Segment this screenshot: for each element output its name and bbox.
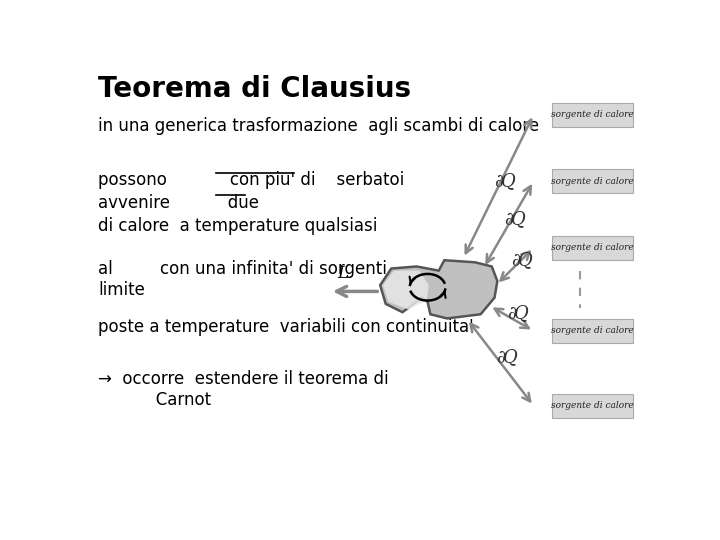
Text: Teorema di Clausius: Teorema di Clausius — [99, 75, 412, 103]
Polygon shape — [380, 260, 498, 319]
Text: sorgente di calore: sorgente di calore — [551, 110, 634, 119]
FancyBboxPatch shape — [552, 235, 633, 260]
FancyBboxPatch shape — [552, 103, 633, 127]
Text: sorgente di calore: sorgente di calore — [551, 401, 634, 410]
Text: al         con una infinita' di sorgenti: al con una infinita' di sorgenti — [99, 260, 387, 278]
Text: possono            con piu' di    serbatoi: possono con piu' di serbatoi — [99, 171, 405, 189]
Text: $\partial\!Q$: $\partial\!Q$ — [510, 251, 534, 272]
Text: $\partial\!Q$: $\partial\!Q$ — [507, 303, 530, 324]
FancyBboxPatch shape — [552, 319, 633, 343]
Text: L: L — [337, 265, 348, 282]
Text: sorgente di calore: sorgente di calore — [551, 243, 634, 252]
Text: Carnot: Carnot — [99, 391, 212, 409]
Text: $\partial\!Q$: $\partial\!Q$ — [504, 209, 527, 230]
Text: $\partial\!Q$: $\partial\!Q$ — [494, 171, 516, 192]
Text: limite: limite — [99, 281, 145, 299]
FancyBboxPatch shape — [552, 169, 633, 193]
Text: di calore  a temperature qualsiasi: di calore a temperature qualsiasi — [99, 217, 378, 234]
Polygon shape — [383, 271, 428, 309]
Text: sorgente di calore: sorgente di calore — [551, 326, 634, 335]
Text: poste a temperature  variabili con continuita': poste a temperature variabili con contin… — [99, 319, 474, 336]
Text: avvenire           due: avvenire due — [99, 194, 259, 212]
Text: $\partial\!Q$: $\partial\!Q$ — [496, 347, 518, 368]
Text: in una generica trasformazione  agli scambi di calore: in una generica trasformazione agli scam… — [99, 117, 539, 135]
Text: sorgente di calore: sorgente di calore — [551, 177, 634, 186]
Text: →  occorre  estendere il teorema di: → occorre estendere il teorema di — [99, 370, 389, 388]
FancyBboxPatch shape — [552, 394, 633, 418]
